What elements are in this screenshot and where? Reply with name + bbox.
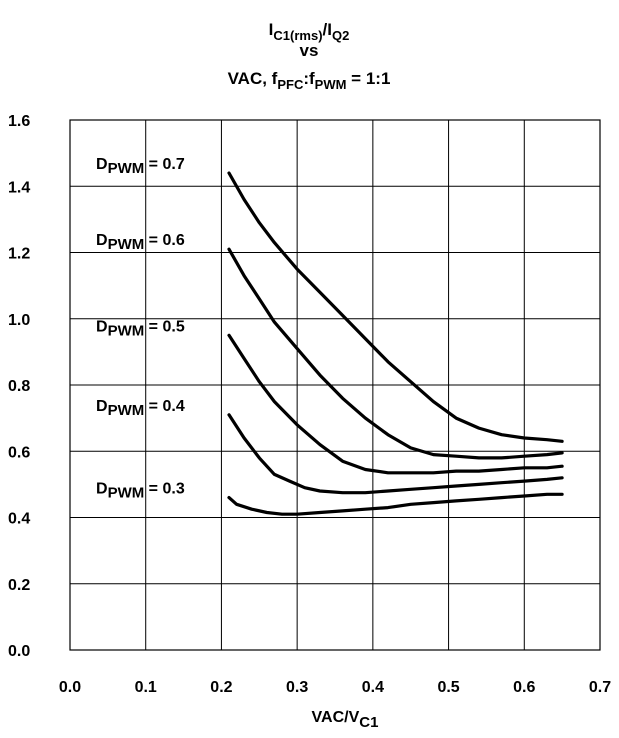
title-line-1-sub2: Q2: [332, 28, 349, 43]
title-line-1-base: I: [269, 20, 274, 39]
x-axis-title: VAC/VC1: [312, 709, 379, 731]
x-tick-label: 0.3: [286, 679, 308, 696]
y-tick-label: 1.0: [8, 312, 30, 329]
title-line-3-p3: = 1:1: [346, 69, 390, 88]
title-line-1-sub1: C1(rms): [273, 28, 322, 43]
series-line-dpwm-0-5: [227, 333, 564, 475]
plot-frame: [69, 119, 601, 651]
series-line-dpwm-0-3: [227, 492, 564, 516]
series-line-dpwm-0-4: [227, 413, 564, 495]
title-line-3-sub1: PFC: [277, 77, 304, 92]
y-tick-labels: 0.0 0.2 0.4 0.6 0.8 1.0 1.2 1.4 1.6: [8, 113, 30, 660]
title-line-1: IC1(rms)/IQ2: [269, 20, 350, 43]
x-tick-labels: 0.0 0.1 0.2 0.3 0.4 0.5 0.6 0.7: [59, 679, 611, 696]
y-tick-label: 1.6: [8, 113, 30, 130]
title-line-3-p2: :f: [303, 69, 315, 88]
title-line-1-sep: /I: [323, 20, 332, 39]
y-tick-label: 1.4: [8, 179, 30, 196]
series-curves: [227, 171, 564, 516]
grid: [69, 119, 601, 651]
title-line-2: vs: [300, 41, 319, 60]
x-tick-label: 0.7: [589, 679, 611, 696]
y-tick-label: 0.8: [8, 378, 30, 395]
x-tick-label: 0.4: [362, 679, 384, 696]
title-line-3: VAC, fPFC:fPWM = 1:1: [228, 69, 391, 92]
series-label: DPWM = 0.5: [96, 318, 185, 339]
y-tick-label: 0.6: [8, 444, 30, 461]
x-axis-title-base: VAC/V: [312, 709, 360, 726]
series-label: DPWM = 0.7: [96, 156, 185, 177]
x-tick-label: 0.0: [59, 679, 81, 696]
y-tick-label: 1.2: [8, 246, 30, 263]
chart-title: IC1(rms)/IQ2 vs VAC, fPFC:fPWM = 1:1: [228, 20, 391, 92]
series-label: DPWM = 0.6: [96, 232, 185, 253]
series-label: DPWM = 0.4: [96, 398, 185, 419]
x-tick-label: 0.5: [437, 679, 459, 696]
series-label: DPWM = 0.3: [96, 481, 185, 502]
series-labels: DPWM = 0.7 DPWM = 0.6 DPWM = 0.5 DPWM = 0.4…: [96, 156, 185, 502]
series-line-dpwm-0-6: [227, 247, 564, 460]
y-tick-label: 0.2: [8, 577, 30, 594]
x-axis-title-sub: C1: [359, 714, 378, 731]
x-tick-label: 0.2: [210, 679, 232, 696]
y-tick-label: 0.4: [8, 511, 30, 528]
title-line-3-sub2: PWM: [315, 77, 347, 92]
x-tick-label: 0.6: [513, 679, 535, 696]
x-tick-label: 0.1: [135, 679, 157, 696]
y-tick-label: 0.0: [8, 643, 30, 660]
title-line-3-p1: VAC, f: [228, 69, 278, 88]
series-line-dpwm-0-7: [227, 171, 564, 443]
